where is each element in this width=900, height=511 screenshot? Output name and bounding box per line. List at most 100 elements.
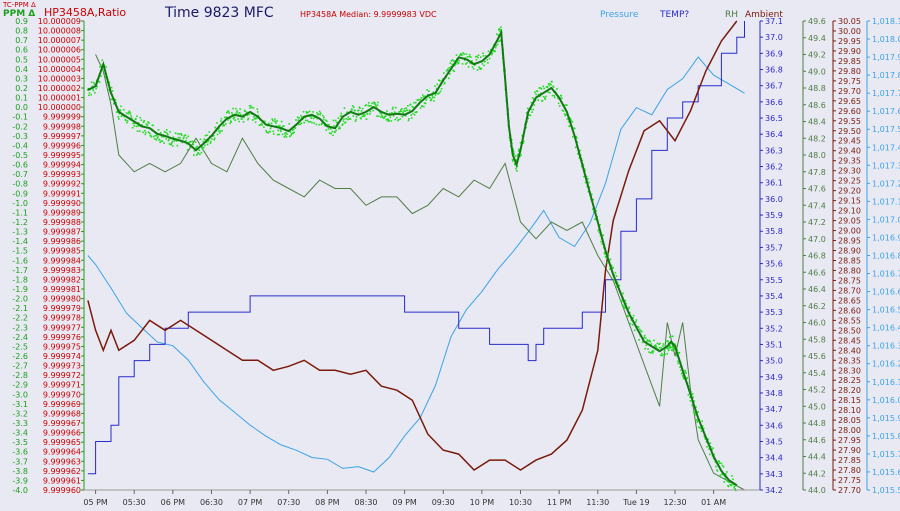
ppm-point: [439, 79, 441, 82]
ppm-point: [398, 111, 401, 113]
pressure-tick-label: 1,016.9: [872, 233, 900, 242]
ppm-point: [680, 369, 682, 371]
ppm-point: [327, 128, 330, 130]
ppm-point: [689, 400, 692, 402]
ppm-point: [731, 483, 734, 485]
ppm-point: [716, 470, 719, 472]
ppm-tick-label: -1.3: [12, 228, 28, 237]
ppm-point: [705, 441, 708, 443]
ppm-point: [256, 108, 259, 110]
ppm-point: [253, 115, 255, 118]
ratio-tick-label: 9.999991: [43, 189, 81, 198]
ppm-point: [200, 151, 203, 154]
ppm-point: [651, 350, 654, 352]
ratio-tick-label: 9.999995: [43, 151, 81, 160]
ppm-point: [397, 119, 399, 122]
ppm-point: [355, 116, 358, 118]
ppm-point: [322, 118, 325, 121]
ppm-point: [684, 369, 686, 372]
ppm-point: [641, 341, 644, 344]
ppm-point: [695, 419, 698, 421]
x-tick-label: 05 PM: [83, 498, 108, 507]
ppm-point: [252, 107, 255, 109]
ppm-point: [222, 123, 225, 126]
ppm-point: [721, 473, 723, 475]
ppm-point: [254, 121, 257, 123]
ppm-point: [185, 137, 188, 139]
ppm-point: [165, 138, 167, 140]
ppm-point: [367, 102, 370, 104]
ppm-point: [479, 68, 481, 70]
ppm-point: [341, 124, 344, 126]
ppm-point: [566, 104, 568, 106]
ppm-point: [602, 234, 605, 237]
ppm-point: [515, 159, 518, 161]
ppm-point: [491, 53, 493, 56]
legend-ambient: Ambient: [745, 10, 783, 20]
ppm-point: [497, 34, 499, 36]
ppm-point: [278, 133, 281, 136]
ppm-point: [399, 118, 401, 120]
ratio-tick-label: 9.999993: [43, 170, 81, 179]
ppm-point: [588, 181, 590, 184]
ppm-point: [385, 119, 388, 121]
ppm-point: [205, 139, 207, 141]
ppm-point: [236, 111, 239, 114]
ppm-point: [564, 114, 566, 117]
ppm-tick-label: -4.0: [12, 486, 28, 495]
ppm-point: [172, 136, 175, 139]
ppm-point: [431, 94, 433, 97]
ppm-point: [306, 112, 308, 114]
ppm-point: [212, 134, 215, 137]
ppm-point: [710, 446, 712, 448]
ppm-tick-label: -1.1: [12, 208, 28, 217]
ppm-point: [550, 83, 552, 86]
ppm-point: [437, 93, 440, 95]
ppm-point: [213, 138, 215, 141]
ppm-point: [346, 111, 348, 114]
ppm-point: [640, 330, 642, 332]
ppm-point: [690, 391, 692, 393]
legend-pressure: Pressure: [600, 10, 639, 20]
ppm-point: [392, 114, 395, 117]
ppm-point: [139, 116, 142, 119]
ppm-point: [629, 322, 632, 325]
ratio-tick-label: 9.999976: [43, 333, 81, 342]
ppm-point: [533, 104, 536, 106]
ppm-point: [444, 81, 446, 84]
ppm-point: [469, 62, 472, 64]
ppm-point: [488, 57, 491, 60]
ppm-point: [228, 117, 231, 120]
ppm-point: [231, 111, 233, 114]
ratio-tick-label: 9.999963: [43, 457, 81, 466]
ppm-point: [385, 115, 387, 117]
pressure-tick-label: 1,015.7: [872, 450, 900, 459]
x-tick-label: 07:30: [277, 498, 300, 507]
ppm-point: [480, 56, 482, 58]
ppm-point: [164, 131, 167, 134]
ppm-point: [204, 134, 207, 137]
ppm-point: [557, 102, 560, 105]
pressure-tick-label: 1,017.9: [872, 53, 900, 62]
temp-tick-label: 35.7: [765, 243, 783, 252]
ppm-point: [449, 62, 452, 64]
ppm-point: [621, 303, 624, 306]
ppm-point: [494, 46, 497, 49]
ppm-point: [391, 112, 393, 114]
ppm-point: [183, 136, 185, 139]
ppm-point: [491, 52, 494, 55]
ppm-point: [543, 87, 545, 90]
ppm-point: [205, 141, 208, 144]
ppm-point: [476, 55, 478, 58]
ppm-point: [217, 130, 220, 132]
ppm-point: [137, 125, 139, 127]
ambient-tick-label: 27.90: [838, 446, 861, 455]
ppm-point: [299, 123, 302, 126]
ppm-tick-label: 0.7: [15, 36, 28, 45]
ppm-point: [414, 111, 416, 114]
ppm-point: [324, 119, 327, 121]
x-tick-label: 09 PM: [392, 498, 417, 507]
ppm-tick-label: -0.4: [12, 141, 28, 150]
ppm-point: [232, 107, 234, 110]
ppm-point: [645, 337, 647, 339]
